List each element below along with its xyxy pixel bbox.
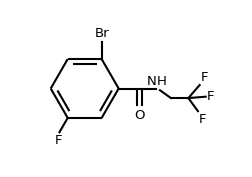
Text: F: F <box>198 113 205 125</box>
Text: H: H <box>156 75 166 88</box>
Text: N: N <box>146 75 155 88</box>
Text: F: F <box>206 90 214 103</box>
Text: O: O <box>134 109 144 122</box>
Text: F: F <box>200 71 207 84</box>
Text: Br: Br <box>94 27 109 40</box>
Text: F: F <box>55 134 62 147</box>
